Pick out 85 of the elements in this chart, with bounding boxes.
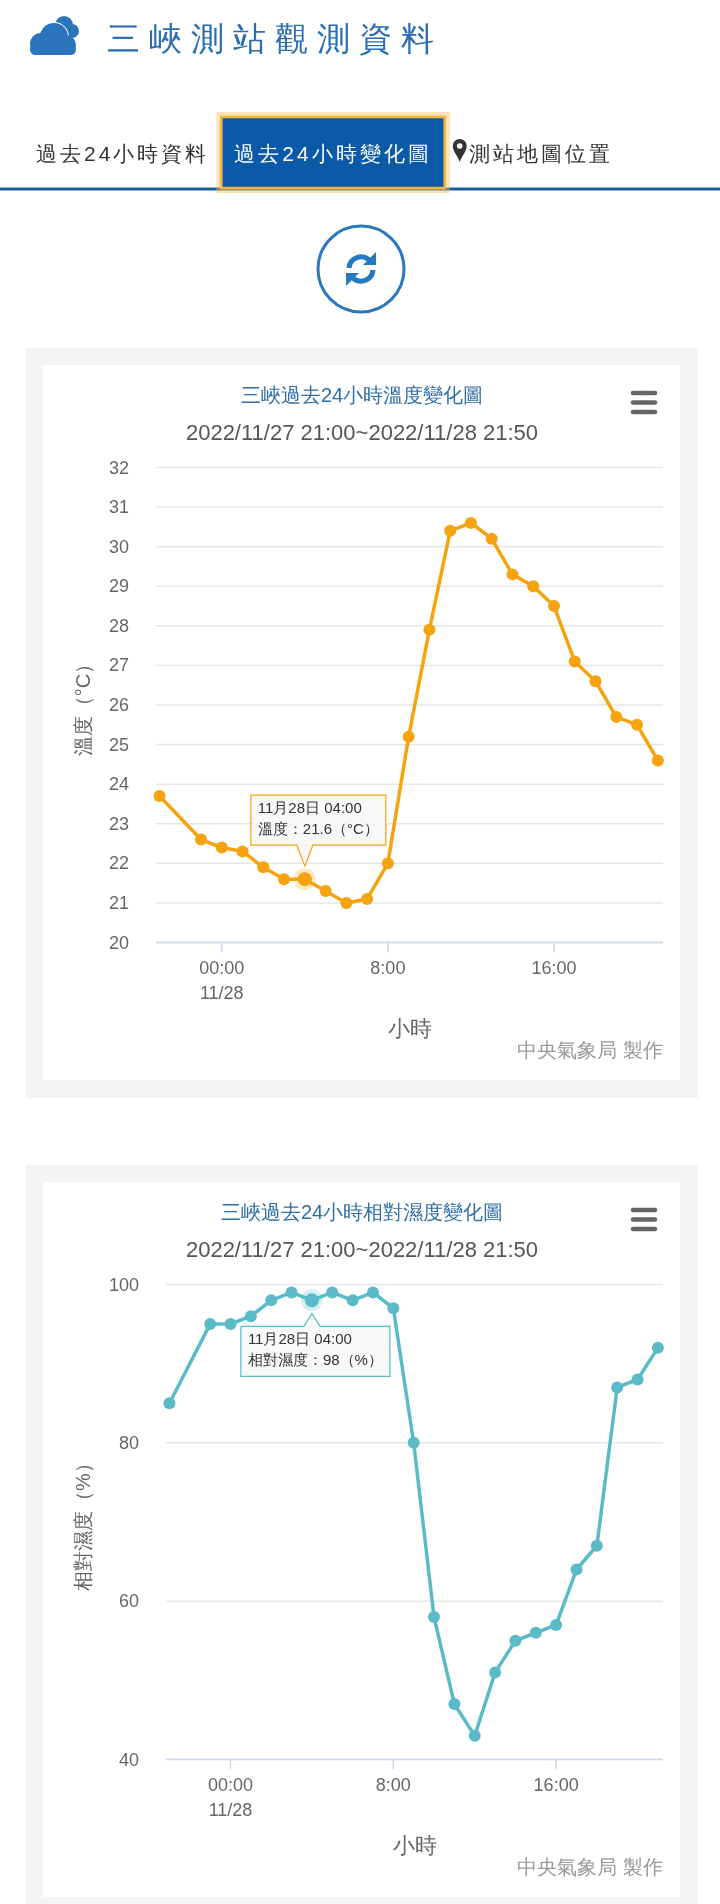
point	[224, 1318, 237, 1331]
point	[204, 1318, 217, 1331]
point	[529, 1626, 542, 1639]
point	[631, 1373, 644, 1386]
point	[590, 1539, 603, 1552]
point	[340, 896, 353, 909]
point	[489, 1666, 502, 1679]
x-tick-label: 8:00	[370, 958, 406, 978]
point	[589, 675, 602, 688]
point	[236, 845, 249, 858]
point	[570, 1563, 583, 1576]
x-tick-label: 16:00	[533, 1775, 579, 1795]
point	[278, 873, 291, 886]
point	[366, 1286, 379, 1299]
point	[547, 600, 560, 613]
point	[257, 861, 270, 874]
point	[163, 1397, 176, 1410]
y-tick-label: 32	[109, 457, 130, 478]
x-axis-title: 小時	[392, 1833, 437, 1858]
y-tick-label: 28	[109, 615, 130, 636]
point	[651, 1341, 664, 1354]
point	[285, 1286, 298, 1299]
annotation: 11月28日 04:00 溫度：21.6（°C）	[257, 799, 379, 838]
point	[550, 1618, 563, 1631]
y-tick-label: 100	[109, 1274, 140, 1295]
y-axis-title: 溫度（°C）	[72, 653, 94, 757]
point	[509, 1634, 522, 1647]
point	[346, 1294, 359, 1307]
y-tick-label: 40	[119, 1749, 140, 1770]
text: 中央氣象局 製作	[517, 1856, 663, 1878]
point	[244, 1310, 257, 1323]
text: 過去24小時資料	[36, 142, 210, 165]
point	[428, 1611, 441, 1623]
y-tick-label: 22	[109, 853, 130, 874]
point	[527, 580, 540, 593]
point	[402, 730, 415, 743]
y-tick-label: 30	[109, 536, 130, 557]
point	[506, 568, 519, 581]
point	[631, 718, 644, 731]
y-tick-label: 26	[109, 695, 130, 715]
y-tick-label: 21	[109, 892, 130, 913]
text: 測站地圖位置	[468, 142, 613, 165]
chart-subtitle: 2022/11/27 21:00~2022/11/28 21:50	[185, 420, 539, 445]
point	[381, 857, 394, 870]
point	[485, 532, 498, 545]
point	[568, 655, 581, 668]
point	[444, 524, 457, 537]
point	[448, 1698, 461, 1711]
point	[611, 1381, 624, 1394]
y-tick-label: 27	[109, 655, 130, 676]
chart-subtitle: 2022/11/27 21:00~2022/11/28 21:50	[185, 1237, 539, 1262]
x-axis-title: 小時	[387, 1016, 432, 1041]
point	[319, 885, 332, 898]
y-tick-label: 31	[109, 497, 130, 518]
x-tick-label: 00:00 11/28	[199, 958, 245, 1003]
y-tick-label: 60	[119, 1591, 140, 1612]
point	[153, 790, 166, 803]
point	[407, 1436, 420, 1449]
point	[651, 754, 664, 767]
y-tick-label: 20	[109, 932, 130, 953]
point	[326, 1286, 339, 1299]
point	[215, 841, 228, 854]
x-tick-label: 8:00	[375, 1775, 411, 1795]
x-tick-label: 16:00	[531, 958, 577, 978]
x-tick-label: 00:00 11/28	[207, 1775, 254, 1820]
y-tick-label: 24	[109, 774, 130, 795]
chart-title: 三峽過去24小時溫度變化圖	[240, 384, 484, 406]
y-tick-label: 25	[109, 734, 130, 755]
text: 三峽測站觀測資料	[107, 20, 443, 57]
point	[468, 1729, 481, 1742]
point	[265, 1294, 278, 1307]
point	[387, 1302, 400, 1315]
point	[423, 623, 436, 636]
text: 中央氣象局 製作	[517, 1039, 663, 1061]
point	[610, 710, 623, 723]
point	[464, 516, 477, 529]
text: 過去24小時變化圖	[234, 142, 432, 165]
point	[361, 892, 374, 905]
y-axis-title: 相對濕度（%）	[72, 1453, 94, 1591]
y-tick-label: 80	[119, 1432, 140, 1453]
chart-title: 三峽過去24小時相對濕度變化圖	[220, 1201, 504, 1223]
point	[195, 833, 208, 846]
annotation: 11月28日 04:00 相對濕度：98（%）	[247, 1330, 383, 1369]
y-tick-label: 29	[109, 576, 130, 597]
y-tick-label: 23	[109, 813, 130, 834]
